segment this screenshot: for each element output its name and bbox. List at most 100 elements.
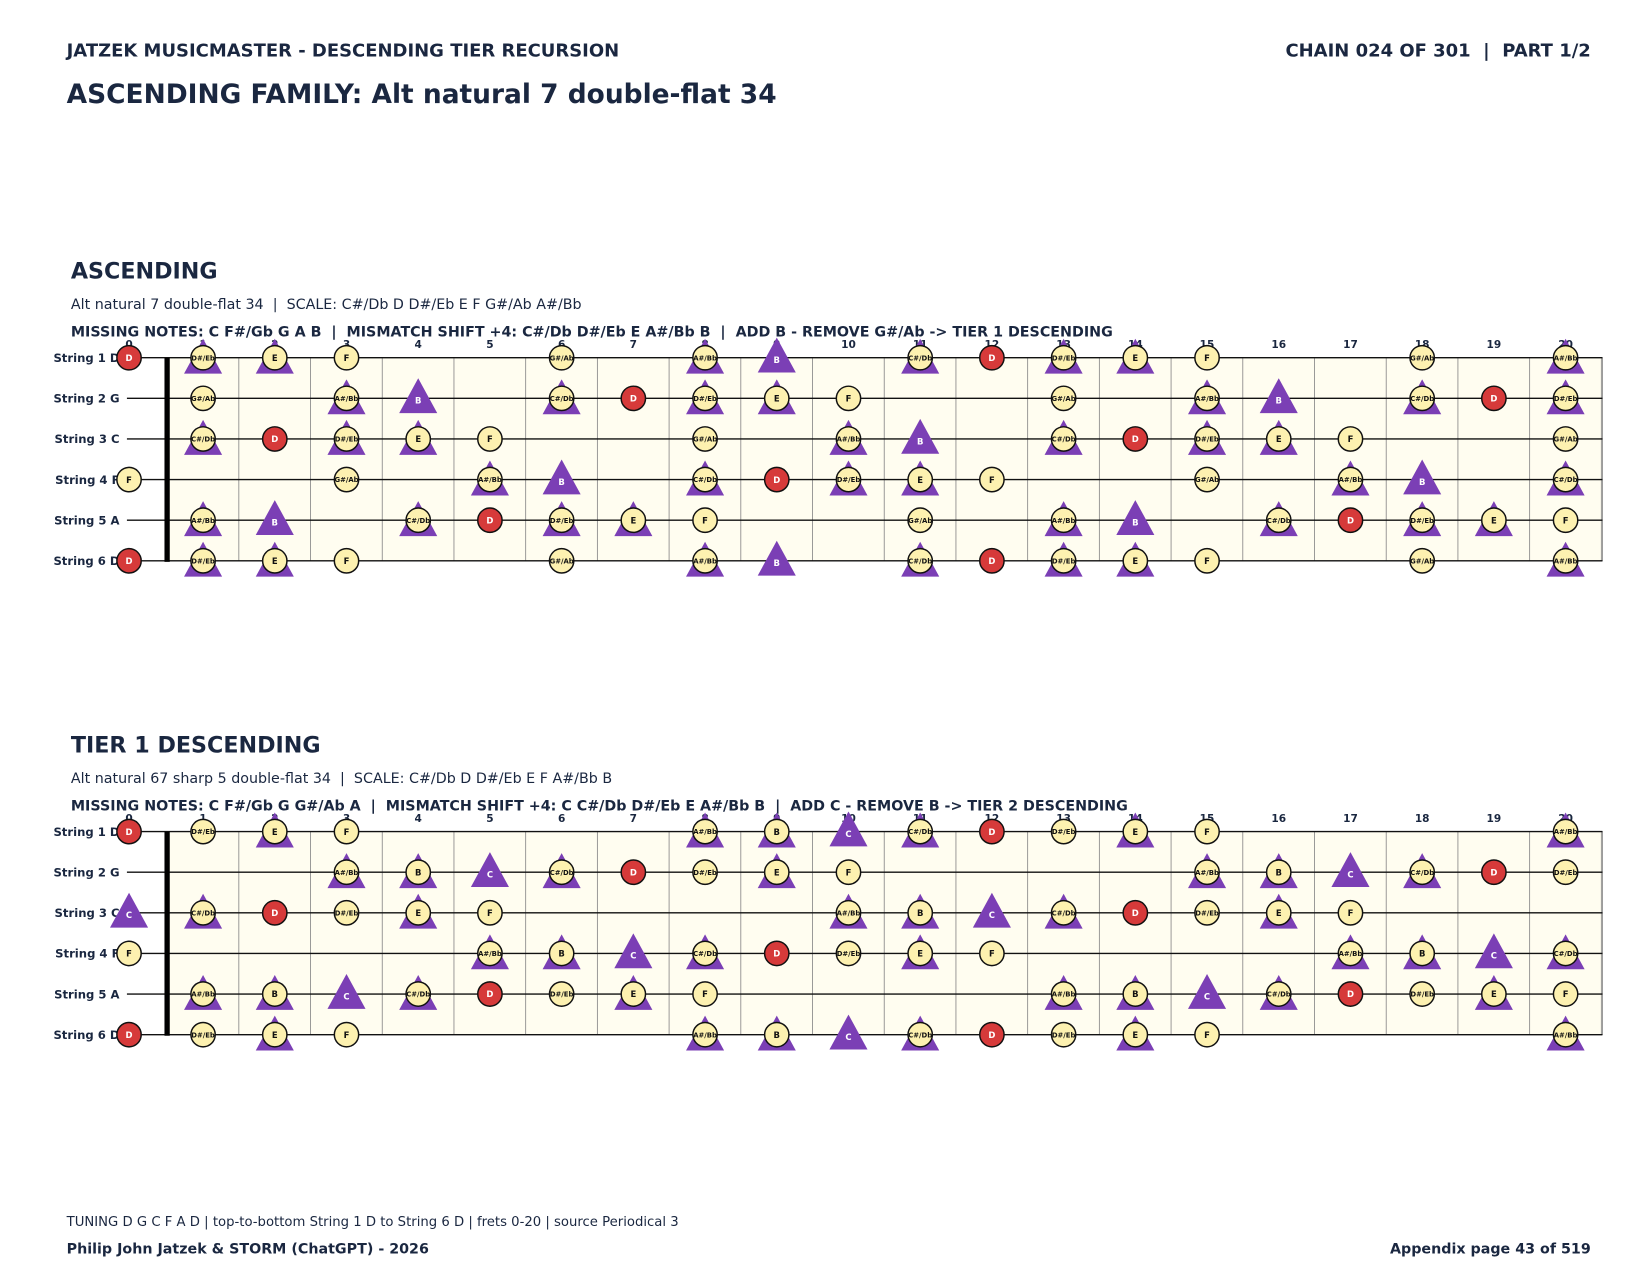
note-label: F bbox=[989, 475, 995, 485]
fret-number: 4 bbox=[415, 339, 422, 351]
note-label: F bbox=[344, 353, 350, 363]
note-label: B bbox=[1132, 517, 1138, 527]
scale-note bbox=[405, 426, 432, 452]
series-title: JATZEK MUSICMASTER - DESCENDING TIER REC… bbox=[65, 40, 620, 61]
note-label: F bbox=[1204, 827, 1210, 837]
shift-triangle bbox=[1116, 500, 1155, 536]
note-label: D bbox=[630, 867, 637, 877]
string-label: String 3 C bbox=[55, 432, 120, 446]
note-label: A#/Bb bbox=[1195, 395, 1219, 403]
scale-note bbox=[907, 1021, 934, 1048]
shift-triangle bbox=[255, 500, 294, 536]
scale-note bbox=[1194, 818, 1220, 845]
shift-triangle bbox=[829, 811, 868, 847]
note-label: C bbox=[989, 910, 995, 920]
scale-note bbox=[333, 426, 360, 452]
note-label: D#/Eb bbox=[1052, 828, 1076, 836]
note-label: E bbox=[1491, 515, 1497, 525]
scale-note bbox=[907, 344, 934, 371]
note-label: C bbox=[487, 869, 493, 879]
scale-note bbox=[763, 1021, 790, 1048]
scale-note bbox=[1265, 507, 1292, 534]
note-label: C#/Db bbox=[1554, 476, 1578, 484]
scale-note bbox=[1194, 547, 1220, 574]
note-label: D bbox=[486, 989, 493, 999]
note-label: F bbox=[1348, 434, 1354, 444]
scale-note bbox=[763, 385, 790, 412]
note-label: D#/Eb bbox=[693, 395, 717, 403]
scale-note bbox=[907, 940, 934, 967]
scale-note bbox=[978, 466, 1005, 493]
note-label: D#/Eb bbox=[191, 828, 215, 836]
scale-note bbox=[261, 818, 288, 845]
root-note bbox=[620, 859, 647, 886]
scale-note bbox=[1552, 1021, 1579, 1048]
note-label: E bbox=[272, 353, 278, 363]
scale-note bbox=[1480, 981, 1507, 1007]
scale-note bbox=[1409, 940, 1436, 967]
note-label: D bbox=[126, 827, 133, 837]
fret-number: 17 bbox=[1343, 339, 1358, 351]
scale-note bbox=[548, 940, 575, 967]
scale-line: Alt natural 7 double-flat 34 | SCALE: C#… bbox=[71, 297, 582, 313]
note-label: D bbox=[126, 556, 133, 566]
shift-triangle bbox=[1474, 933, 1513, 969]
note-label: D bbox=[126, 1030, 133, 1040]
note-label: C#/Db bbox=[908, 557, 932, 565]
root-note bbox=[978, 1021, 1005, 1048]
note-label: B bbox=[1419, 477, 1425, 487]
scale-note bbox=[1194, 466, 1220, 493]
string-label: String 1 D bbox=[53, 351, 119, 365]
scale-note bbox=[1552, 818, 1579, 845]
note-label: E bbox=[1132, 1030, 1138, 1040]
note-label: D bbox=[988, 827, 995, 837]
note-label: A#/Bb bbox=[1195, 869, 1219, 877]
scale-note bbox=[190, 1021, 216, 1048]
fret-number: 19 bbox=[1487, 813, 1502, 825]
scale-note bbox=[907, 899, 934, 926]
scale-note bbox=[261, 344, 288, 371]
scale-note bbox=[1050, 547, 1077, 574]
note-label: D#/Eb bbox=[1554, 395, 1578, 403]
note-label: C#/Db bbox=[1267, 517, 1291, 525]
scale-note bbox=[1552, 859, 1579, 886]
note-label: D#/Eb bbox=[1052, 1031, 1076, 1039]
root-note bbox=[477, 981, 503, 1007]
scale-note bbox=[1552, 981, 1579, 1007]
root-note bbox=[116, 547, 142, 574]
scale-note bbox=[1337, 466, 1364, 493]
scale-note bbox=[1050, 899, 1077, 926]
scale-note bbox=[1122, 344, 1149, 371]
root-note bbox=[116, 818, 142, 845]
note-label: D bbox=[773, 475, 780, 485]
scale-note bbox=[1122, 818, 1149, 845]
root-note bbox=[261, 899, 288, 926]
scale-note bbox=[333, 547, 360, 574]
scale-note bbox=[692, 426, 718, 452]
root-note bbox=[1122, 899, 1149, 926]
scale-note bbox=[548, 859, 575, 886]
scale-note bbox=[620, 507, 647, 534]
note-label: C#/Db bbox=[1554, 950, 1578, 958]
scale-note bbox=[763, 859, 790, 886]
scale-note bbox=[548, 981, 575, 1007]
note-label: A#/Bb bbox=[478, 476, 502, 484]
scale-note bbox=[261, 547, 288, 574]
scale-note bbox=[333, 385, 360, 412]
scale-note bbox=[835, 899, 862, 926]
note-label: D bbox=[271, 908, 278, 918]
page-title: ASCENDING FAMILY: Alt natural 7 double-f… bbox=[67, 79, 777, 110]
note-label: D#/Eb bbox=[1410, 991, 1434, 999]
note-label: B bbox=[774, 827, 780, 837]
scale-note bbox=[405, 859, 432, 886]
fret-number: 16 bbox=[1271, 339, 1286, 351]
note-label: F bbox=[1204, 1030, 1210, 1040]
root-note bbox=[1337, 981, 1364, 1007]
scale-note bbox=[1265, 859, 1292, 886]
note-label: E bbox=[272, 1030, 278, 1040]
shift-triangle bbox=[1331, 852, 1370, 888]
note-label: C bbox=[630, 951, 636, 961]
note-label: B bbox=[558, 949, 564, 959]
scale-note bbox=[190, 899, 216, 926]
scale-note bbox=[548, 385, 575, 412]
